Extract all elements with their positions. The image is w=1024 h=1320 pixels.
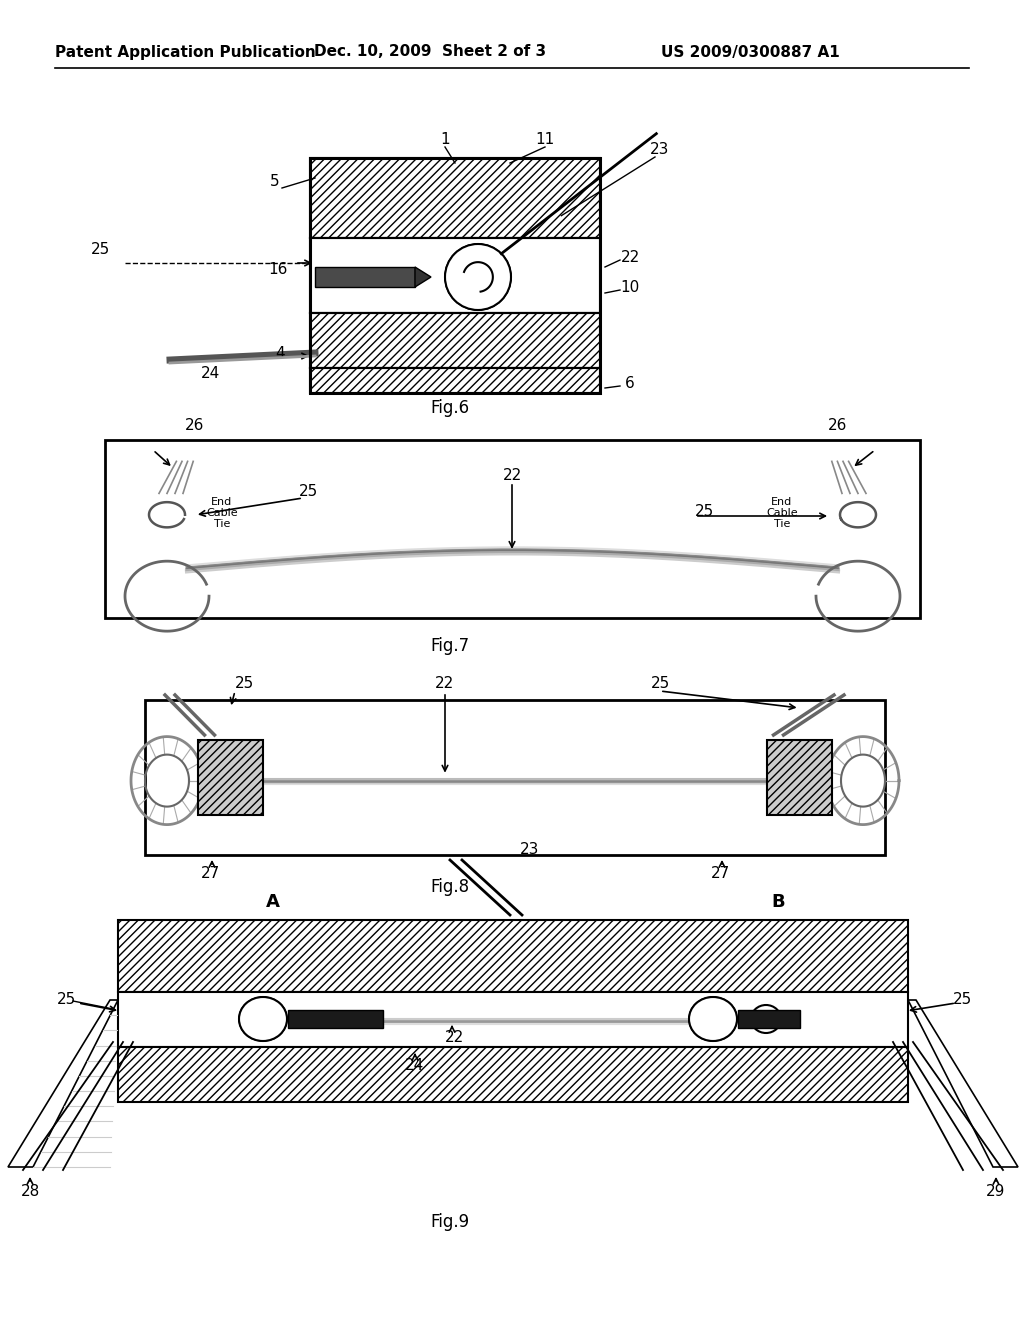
Text: End: End <box>771 498 793 507</box>
Ellipse shape <box>689 997 737 1041</box>
Text: 10: 10 <box>621 280 640 294</box>
Text: Dec. 10, 2009  Sheet 2 of 3: Dec. 10, 2009 Sheet 2 of 3 <box>314 45 546 59</box>
Bar <box>738 1010 800 1028</box>
Text: 22: 22 <box>445 1030 465 1044</box>
Ellipse shape <box>751 1005 781 1034</box>
Text: Cable: Cable <box>206 508 238 517</box>
Bar <box>310 158 600 393</box>
Bar <box>288 1010 383 1028</box>
Text: US 2009/0300887 A1: US 2009/0300887 A1 <box>660 45 840 59</box>
Polygon shape <box>908 1001 1018 1167</box>
Text: 25: 25 <box>650 676 670 692</box>
Text: Patent Application Publication: Patent Application Publication <box>54 45 315 59</box>
Bar <box>310 313 600 368</box>
Text: 25: 25 <box>298 484 317 499</box>
Bar <box>310 368 600 393</box>
Text: 27: 27 <box>711 866 730 880</box>
Text: 5: 5 <box>270 174 280 190</box>
Text: Fig.6: Fig.6 <box>430 399 470 417</box>
Text: 29: 29 <box>986 1184 1006 1200</box>
Text: 25: 25 <box>236 676 255 692</box>
Text: 27: 27 <box>201 866 219 880</box>
Polygon shape <box>8 1001 118 1167</box>
Bar <box>118 920 908 993</box>
Text: 23: 23 <box>520 842 540 858</box>
Text: 22: 22 <box>621 249 640 264</box>
Bar <box>310 158 600 238</box>
Text: End: End <box>211 498 232 507</box>
Text: 11: 11 <box>536 132 555 148</box>
Text: 6: 6 <box>625 375 635 391</box>
Text: B: B <box>761 1012 771 1026</box>
Text: 23: 23 <box>650 143 670 157</box>
Text: Tie: Tie <box>774 519 791 529</box>
Bar <box>310 238 600 313</box>
Text: Fig.7: Fig.7 <box>430 638 470 655</box>
Bar <box>105 440 920 618</box>
Text: 26: 26 <box>828 418 848 433</box>
Bar <box>767 741 831 814</box>
Text: 25: 25 <box>90 243 110 257</box>
Text: 24: 24 <box>201 366 219 380</box>
Bar <box>315 267 415 286</box>
Text: 25: 25 <box>56 991 76 1006</box>
Text: A: A <box>266 894 280 911</box>
Text: B: B <box>771 894 784 911</box>
Circle shape <box>445 244 511 310</box>
Bar <box>198 741 263 814</box>
Text: Cable: Cable <box>766 508 798 517</box>
Text: 24: 24 <box>406 1057 425 1072</box>
Text: 25: 25 <box>953 991 973 1006</box>
Text: 4: 4 <box>275 346 285 360</box>
Polygon shape <box>415 267 431 286</box>
Text: 26: 26 <box>185 418 205 433</box>
Text: Tie: Tie <box>214 519 230 529</box>
Text: 25: 25 <box>695 504 715 520</box>
Text: 28: 28 <box>20 1184 40 1200</box>
Text: 22: 22 <box>503 467 521 483</box>
Bar <box>118 1047 908 1102</box>
Ellipse shape <box>239 997 287 1041</box>
Bar <box>145 700 885 855</box>
Text: 1: 1 <box>440 132 450 148</box>
Text: 22: 22 <box>435 676 455 692</box>
Text: 16: 16 <box>268 263 288 277</box>
Text: Fig.8: Fig.8 <box>430 878 470 896</box>
Text: Fig.9: Fig.9 <box>430 1213 470 1232</box>
Bar <box>118 993 908 1047</box>
